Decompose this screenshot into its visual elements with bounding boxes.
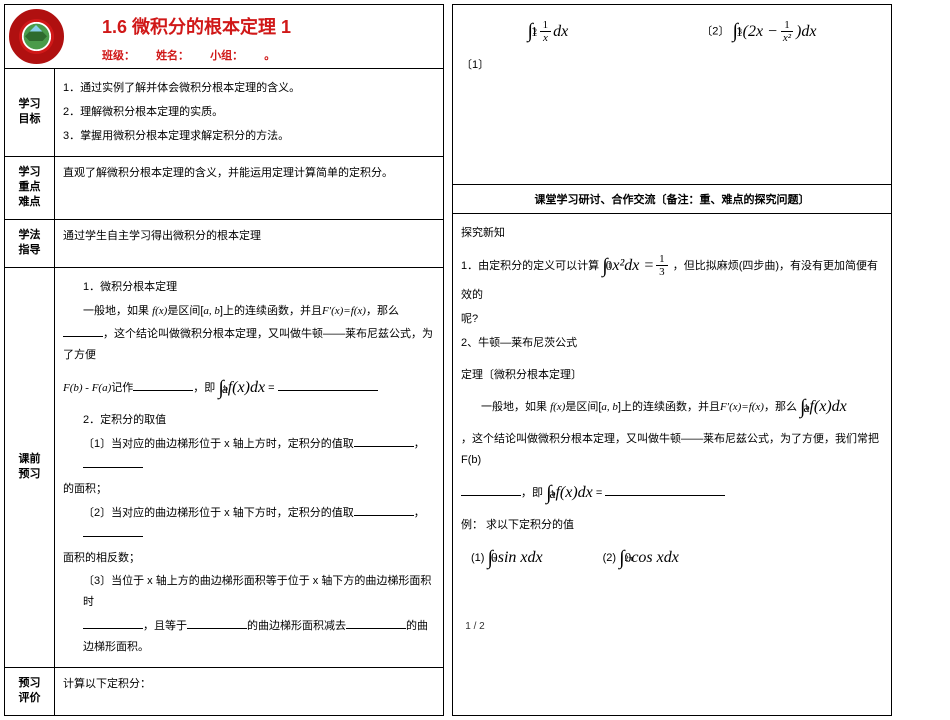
blank-1 [63, 326, 103, 337]
preview-q1: 〔1〕当对应的曲边梯形位于 x 轴上方时，定积分的值取， [63, 434, 435, 476]
blank-3 [278, 380, 378, 391]
blank-6 [354, 505, 414, 516]
ex2: (2) ∫2π0 cos xdx [603, 539, 679, 577]
problems-row: ∫21 1x dx 〔2〕 ∫31 (2x − 1x² )dx [461, 11, 883, 56]
rb-p2: 2、牛顿—莱布尼茨公式 [461, 333, 883, 354]
eval-label: 预习 评价 [5, 668, 55, 715]
right-column: ∫21 1x dx 〔2〕 ∫31 (2x − 1x² )dx 〔1〕 课堂学习… [452, 4, 892, 716]
blank-2 [133, 380, 193, 391]
preview-content: 1．微积分根本定理 一般地，如果 f(x)是区间[a, b]上的连续函数，并且F… [55, 268, 443, 667]
left-column: 1.6 微积分的根本定理 1 班级： 姓名： 小组： 。 学习 目标 1．通过实… [4, 4, 444, 716]
right-body: 探究新知 1．由定积分的定义可以计算 ∫10 x²dx = 13 ，但比拟麻烦(… [453, 214, 891, 586]
rb-int3: ∫ba f(x)dx [546, 474, 593, 512]
goal-3: 3．掌握用微积分根本定理求解定积分的方法。 [63, 126, 435, 147]
ex1: (1) ∫π0 sin xdx [471, 539, 543, 577]
focus-label: 学习 重点 难点 [5, 157, 55, 219]
focus-row: 学习 重点 难点 直观了解微积分根本定理的含义，并能运用定理计算简单的定积分。 [5, 157, 443, 220]
goals-row: 学习 目标 1．通过实例了解并体会微积分根本定理的含义。 2．理解微积分根本定理… [5, 69, 443, 157]
blank-4 [354, 436, 414, 447]
problem-2: 〔2〕 ∫31 (2x − 1x² )dx [701, 19, 816, 44]
blank-5 [83, 457, 143, 468]
eval-row: 预习 评价 计算以下定积分： [5, 668, 443, 715]
goals-label: 学习 目标 [5, 69, 55, 156]
group-label: 小组： [210, 47, 243, 63]
preview-q2c: 面积的相反数； [63, 548, 435, 569]
rb-p6: ，即 ∫ba f(x)dx = [461, 474, 883, 512]
rb-ex-row: (1) ∫π0 sin xdx (2) ∫2π0 cos xdx [461, 539, 883, 577]
blank-r2 [605, 485, 725, 496]
problem-1-integral: ∫21 1x dx [528, 19, 569, 44]
class-label: 班级： [102, 47, 135, 63]
method-row: 学法 指导 通过学生自主学习得出微积分的根本定理 [5, 220, 443, 268]
rb-int1: ∫10 x²dx = 13 [602, 247, 669, 285]
preview-q3: 〔3〕当位于 x 轴上方的曲边梯形面积等于位于 x 轴下方的曲边梯形面积时 [63, 571, 435, 613]
rb-int2: ∫ba f(x)dx [800, 388, 847, 426]
page-footer: 1 / 2 [0, 621, 950, 632]
rb-p1: 1．由定积分的定义可以计算 ∫10 x²dx = 13 ，但比拟麻烦(四步曲)，… [461, 247, 883, 306]
right-heading: 课堂学习研讨、合作交流〔备注：重、难点的探究问题〕 [453, 185, 891, 214]
rb-p3: 定理〔微积分根本定理〕 [461, 357, 883, 386]
rb-ex: 例： 求以下定积分的值 [461, 515, 883, 536]
explore-title: 探究新知 [461, 223, 883, 244]
rb-p4: 一般地，如果 f(x)是区间[a, b]上的连续函数，并且F′(x)=f(x)，… [461, 388, 883, 426]
goal-1: 1．通过实例了解并体会微积分根本定理的含义。 [63, 78, 435, 99]
goals-content: 1．通过实例了解并体会微积分根本定理的含义。 2．理解微积分根本定理的实质。 3… [55, 69, 443, 156]
blank-r1 [461, 485, 521, 496]
problem-1-num: 〔1〕 [461, 56, 883, 72]
rb-p1c: 呢? [461, 309, 883, 330]
focus-content: 直观了解微积分根本定理的含义，并能运用定理计算简单的定积分。 [55, 157, 443, 219]
right-top: ∫21 1x dx 〔2〕 ∫31 (2x − 1x² )dx 〔1〕 [453, 5, 891, 185]
problem-2-integral: ∫31 (2x − 1x² )dx [732, 19, 816, 44]
integral-1: ∫ba f(x)dx [218, 369, 265, 407]
method-content: 通过学生自主学习得出微积分的根本定理 [55, 220, 443, 267]
title-row: 1.6 微积分的根本定理 1 班级： 姓名： 小组： 。 [5, 5, 443, 69]
preview-q1c: 的面积； [63, 479, 435, 500]
preview-h1: 1．微积分根本定理 [63, 277, 435, 298]
preview-label: 课前 预习 [5, 268, 55, 667]
name-label: 姓名： [156, 47, 189, 63]
blank-7 [83, 526, 143, 537]
preview-q2: 〔2〕当对应的曲边梯形位于 x 轴下方时，定积分的值取， [63, 503, 435, 545]
preview-p2: ，这个结论叫做微积分根本定理，又叫做牛顿——莱布尼兹公式，为了方便 [63, 324, 435, 366]
school-logo-icon [9, 9, 64, 64]
main-title: 1.6 微积分的根本定理 1 [72, 9, 435, 47]
rb-p5: ，这个结论叫做微积分根本定理，又叫做牛顿——莱布尼兹公式，为了方便，我们常把 F… [461, 429, 883, 471]
method-label: 学法 指导 [5, 220, 55, 267]
goal-2: 2．理解微积分根本定理的实质。 [63, 102, 435, 123]
preview-p3: F(b) - F(a)记作，即 ∫ba f(x)dx = [63, 369, 435, 407]
preview-h2: 2．定积分的取值 [63, 410, 435, 431]
title-block: 1.6 微积分的根本定理 1 班级： 姓名： 小组： 。 [64, 9, 435, 63]
eval-content: 计算以下定积分： [55, 668, 443, 715]
preview-row: 课前 预习 1．微积分根本定理 一般地，如果 f(x)是区间[a, b]上的连续… [5, 268, 443, 668]
preview-p1: 一般地，如果 f(x)是区间[a, b]上的连续函数，并且F′(x)=f(x)，… [63, 301, 435, 322]
subtitle: 班级： 姓名： 小组： 。 [72, 47, 435, 63]
subtitle-end: 。 [264, 47, 275, 63]
